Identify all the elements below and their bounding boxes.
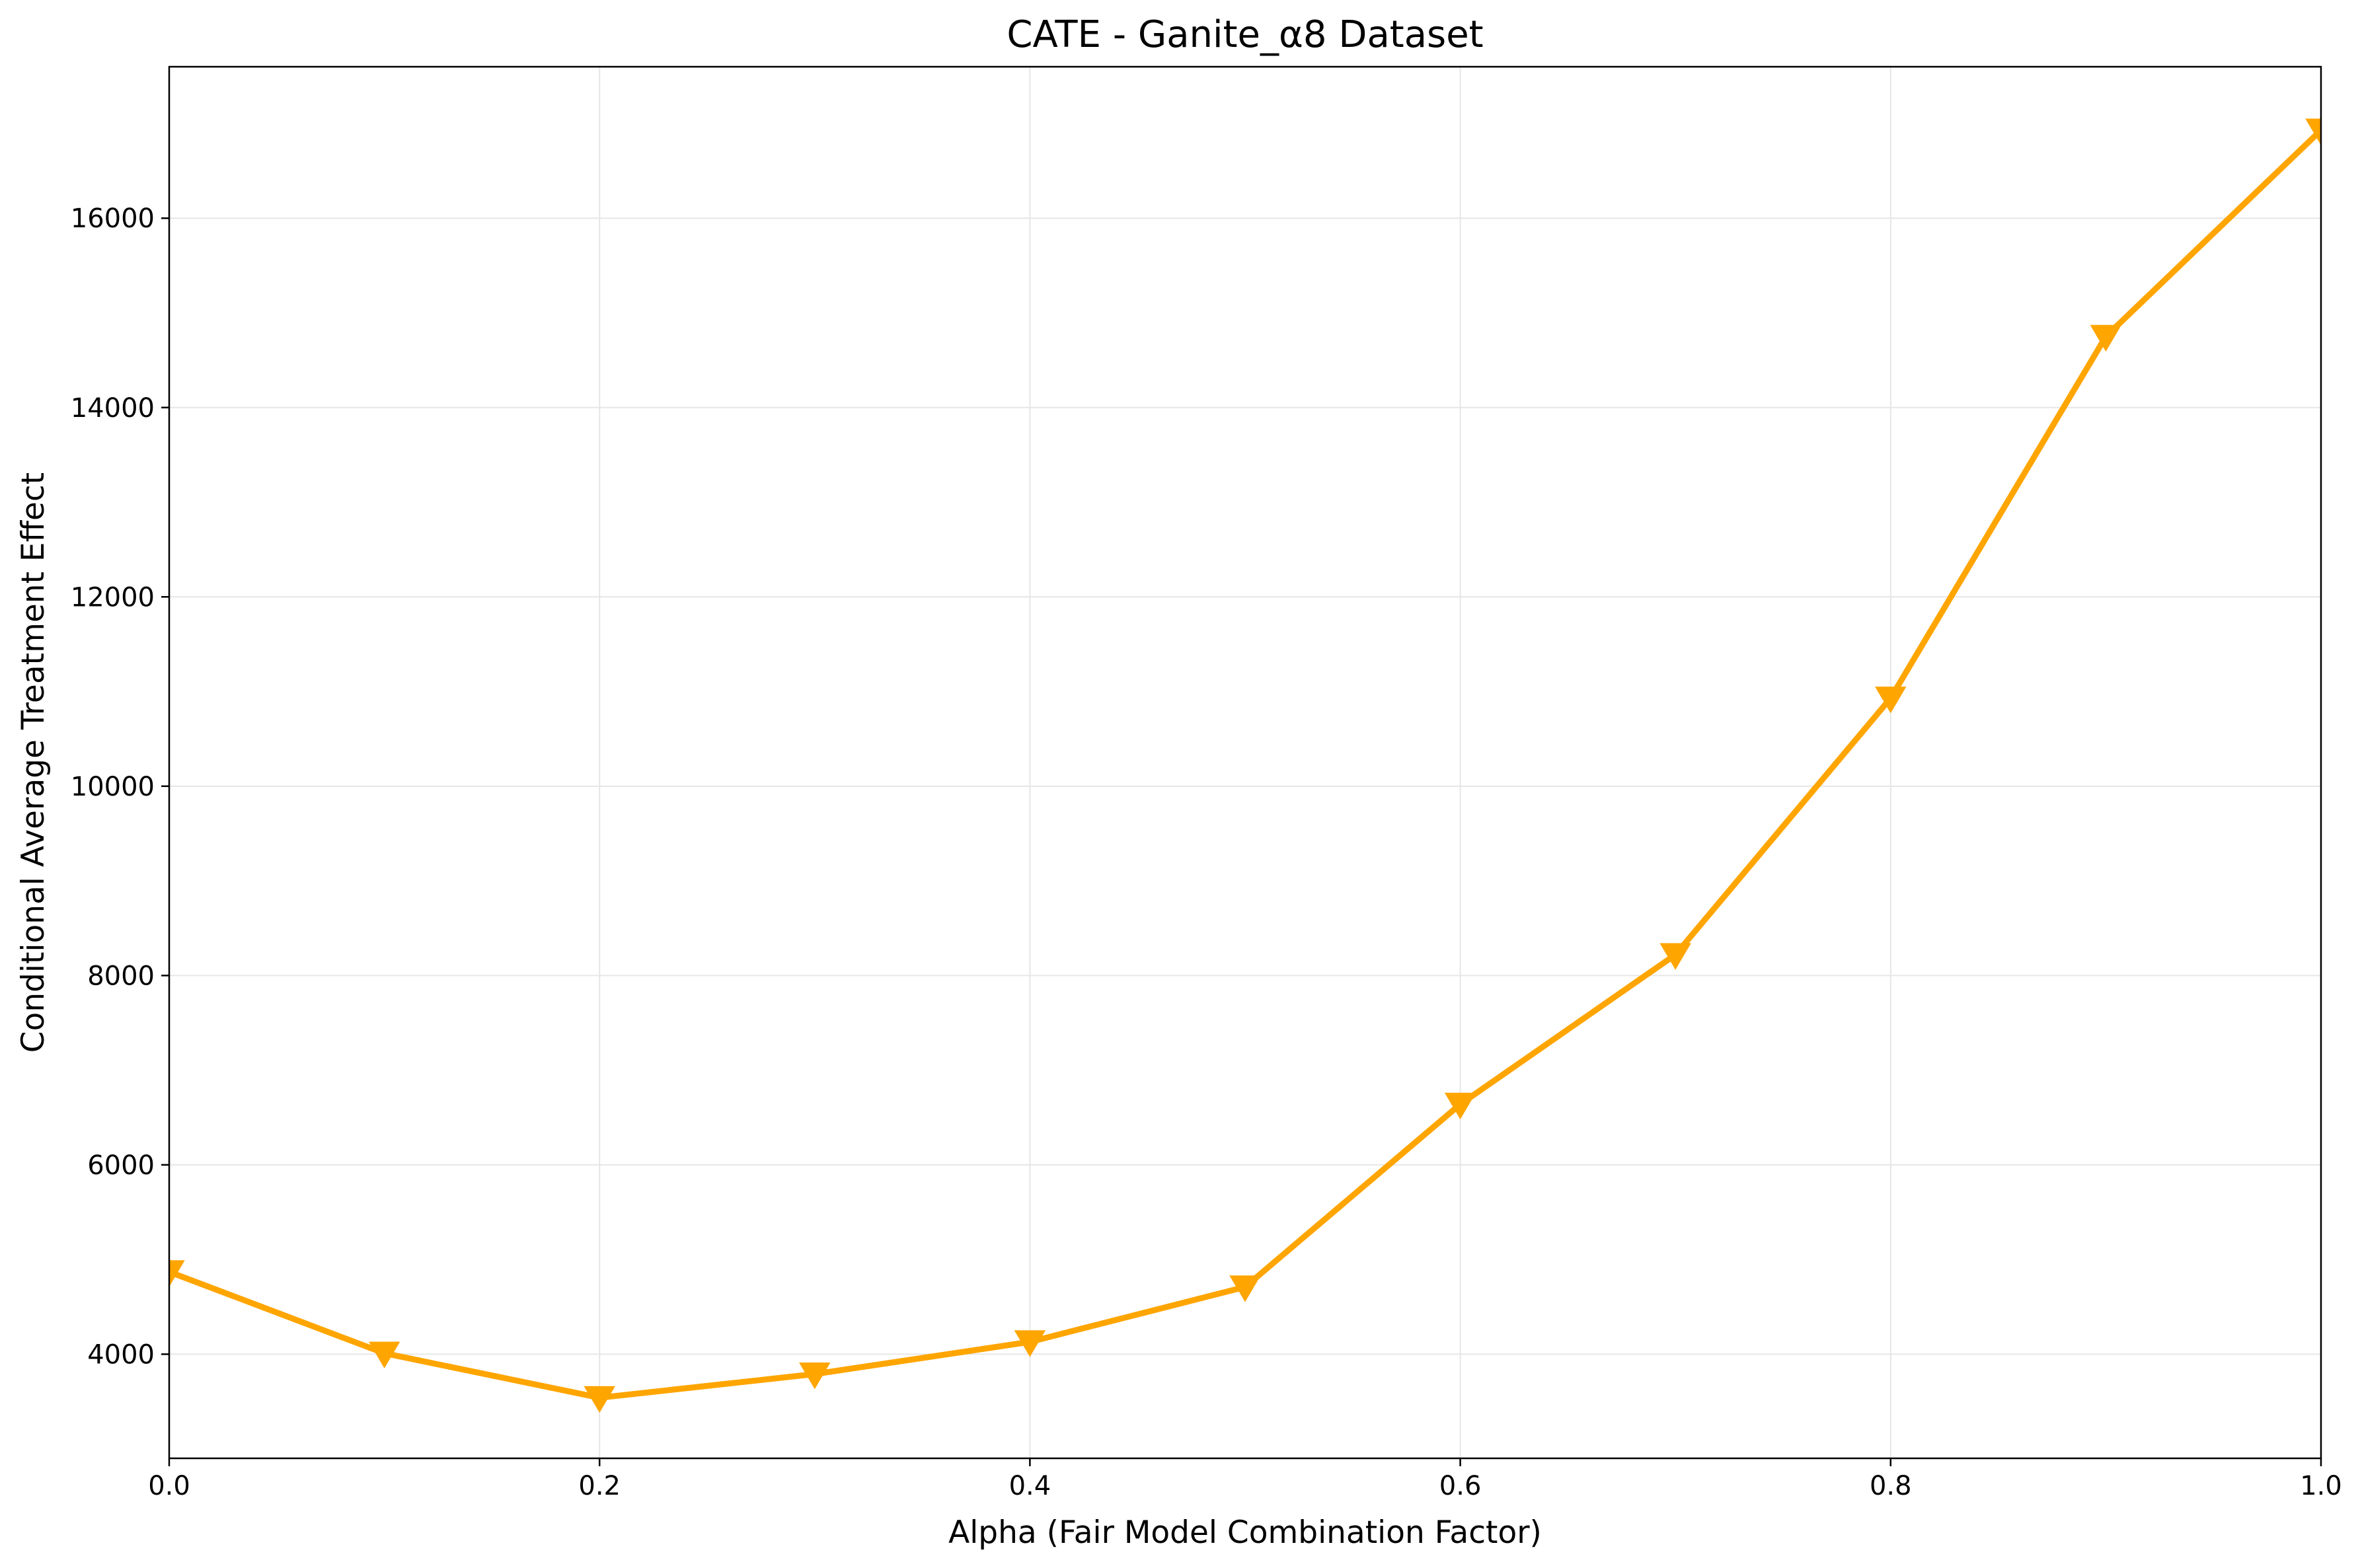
data-point-marker — [2090, 324, 2122, 352]
y-tick-label: 16000 — [71, 204, 155, 234]
chart-title: CATE - Ganite_α8 Dataset — [1007, 13, 1483, 56]
y-axis-label: Conditional Average Treatment Effect — [15, 472, 52, 1053]
series-group — [169, 118, 2321, 1413]
y-tick-label: 12000 — [71, 582, 155, 613]
data-point-marker — [1014, 1330, 1046, 1357]
x-tick-label: 1.0 — [2300, 1471, 2342, 1501]
data-point-marker — [368, 1341, 400, 1368]
data-point-marker — [1444, 1092, 1476, 1120]
x-tick-label: 0.8 — [1870, 1471, 1912, 1501]
data-point-marker — [2305, 118, 2321, 145]
data-point-marker — [1875, 687, 1907, 714]
series-layer — [169, 118, 2321, 1413]
x-tick-label: 0.6 — [1439, 1471, 1482, 1501]
y-tick-label: 4000 — [87, 1339, 155, 1370]
y-tick-label: 6000 — [87, 1150, 155, 1181]
y-tick-label: 14000 — [71, 393, 155, 424]
data-point-marker — [1659, 943, 1691, 970]
plot-frame — [168, 65, 2322, 1460]
y-tick-label: 8000 — [87, 961, 155, 991]
axis-ticks: 0.0 0.2 0.4 0.6 0.8 1.0 4000 6000 8000 10000 12000… — [71, 204, 2342, 1501]
x-axis-label: Alpha (Fair Model Combination Factor) — [948, 1514, 1542, 1551]
x-tick-label: 0.2 — [578, 1471, 621, 1501]
data-point-marker — [169, 1260, 185, 1287]
data-point-marker — [799, 1362, 831, 1390]
y-tick-label: 10000 — [71, 772, 155, 802]
data-point-marker — [1229, 1275, 1261, 1302]
x-tick-label: 0.0 — [148, 1471, 190, 1501]
x-tick-label: 0.4 — [1009, 1471, 1051, 1501]
data-point-marker — [584, 1386, 615, 1413]
